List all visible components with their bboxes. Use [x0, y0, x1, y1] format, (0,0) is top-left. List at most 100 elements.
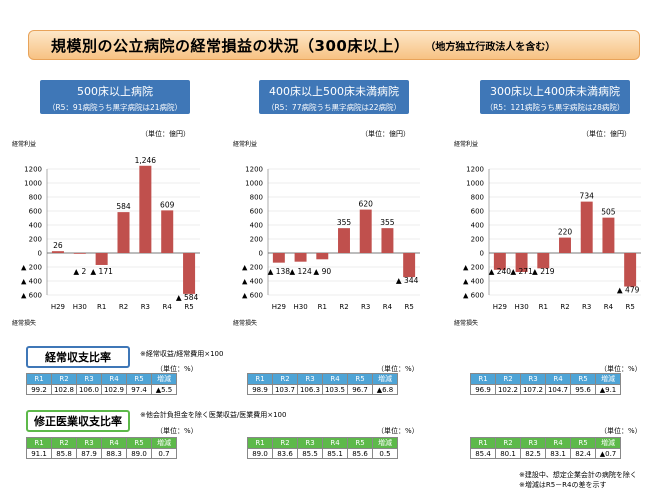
table-header-cell: R3	[297, 373, 323, 385]
bar	[338, 228, 350, 253]
table-header-row: R1 R2 R3 R4 R5 増減	[247, 373, 398, 385]
bar	[183, 253, 196, 294]
y-tick-label: 400	[29, 222, 42, 230]
table-header-cell: R4	[101, 437, 127, 449]
table-cell: ▲0.7	[595, 448, 621, 459]
table-cell: 104.7	[545, 384, 571, 395]
title-banner: 規模別の公立病院の経常損益の状況（300床以上） （地方独立行政法人を含む）	[28, 30, 640, 60]
x-tick-label: H29	[51, 303, 65, 311]
y-tick-label: 200	[250, 236, 263, 244]
data-label: ▲ 138	[268, 267, 291, 276]
table-header-cell: R2	[272, 437, 298, 449]
bar	[51, 251, 64, 253]
table-header-cell: R5	[126, 437, 152, 449]
x-tick-label: H30	[293, 303, 307, 311]
table-header-cell: R4	[101, 373, 127, 385]
bar	[161, 210, 174, 253]
y-tick-label: 1000	[466, 180, 484, 188]
y-tick-label: 200	[471, 236, 484, 244]
table-cell: 85.5	[297, 448, 323, 459]
x-tick-label: R1	[539, 303, 548, 311]
x-tick-label: R1	[318, 303, 327, 311]
panel-subtitle: （R5：121病院うち黒字病院は28病院）	[485, 103, 625, 112]
table-header-cell: 増減	[595, 373, 621, 385]
unit-label: （単位：億円）	[361, 129, 410, 138]
y-tick-label: 800	[29, 194, 42, 202]
bar	[515, 253, 528, 272]
table-header-cell: R1	[26, 373, 52, 385]
y-tick-label: ▲ 400	[242, 278, 263, 286]
bar	[359, 209, 372, 253]
x-tick-label: R3	[361, 303, 370, 311]
x-tick-label: R1	[97, 303, 106, 311]
y-tick-label: 800	[250, 194, 263, 202]
table-cell: 82.5	[520, 448, 546, 459]
y-axis-label-bottom: 経常損失	[454, 319, 478, 327]
y-tick-label: 400	[250, 222, 263, 230]
table-header-cell: R5	[126, 373, 152, 385]
table-unit-label: （単位：%）	[156, 427, 198, 435]
table-cell: ▲9.1	[595, 384, 621, 395]
x-tick-label: H30	[514, 303, 528, 311]
table-unit-label: （単位：%）	[600, 427, 642, 435]
y-tick-label: ▲ 200	[463, 264, 484, 272]
y-axis-label-bottom: 経常損失	[233, 319, 257, 327]
table-header-cell: R3	[297, 437, 323, 449]
page-title: 規模別の公立病院の経常損益の状況（300床以上）	[51, 36, 410, 55]
table-cell: 96.9	[470, 384, 496, 395]
table-row: 98.9 103.7 106.3 103.5 96.7 ▲6.8	[247, 384, 398, 395]
bar	[559, 237, 571, 253]
table-cell: 99.2	[26, 384, 52, 395]
table-header-cell: 増減	[151, 373, 177, 385]
y-tick-label: 1200	[245, 166, 263, 174]
data-label: 505	[601, 208, 616, 217]
table-row: 99.2 102.8 106.0 102.9 97.4 ▲5.5	[26, 384, 177, 395]
table-header-cell: R1	[470, 373, 496, 385]
data-label: ▲ 219	[532, 267, 555, 276]
table-cell: 106.3	[297, 384, 323, 395]
table-cell: 0.5	[372, 448, 398, 459]
data-label: ▲ 124	[289, 267, 312, 276]
bar	[381, 228, 394, 253]
section-note-ratio: ※経常収益/経常費用×100	[140, 350, 224, 358]
table-header-cell: R3	[520, 437, 546, 449]
table-row: 91.1 85.8 87.9 88.3 89.0 0.7	[26, 448, 177, 459]
table-header-row: R1 R2 R3 R4 R5 増減	[26, 373, 177, 385]
y-tick-label: ▲ 200	[242, 264, 263, 272]
y-tick-label: ▲ 400	[463, 278, 484, 286]
data-label: 584	[116, 202, 131, 211]
bar	[139, 165, 152, 253]
data-label: 220	[558, 228, 573, 237]
x-tick-label: H29	[272, 303, 286, 311]
section-label-ratio: 経常収支比率	[26, 346, 130, 368]
table-header-cell: R5	[347, 373, 373, 385]
unit-label: （単位：億円）	[141, 129, 190, 138]
ratio-table: R1 R2 R3 R4 R5 増減 96.9 102.2 107.2 104.7 95.6 ▲9.1	[470, 373, 621, 395]
ratio-table: R1 R2 R3 R4 R5 増減 91.1 85.8 87.9 88.3 89.0 0.7	[26, 437, 177, 459]
table-cell: 85.6	[347, 448, 373, 459]
table-cell: 97.4	[126, 384, 152, 395]
data-label: ▲ 90	[313, 267, 331, 276]
bar	[73, 253, 86, 254]
y-axis-label: 経常利益	[454, 140, 478, 148]
table-header-cell: R1	[247, 373, 273, 385]
table-cell: 95.6	[570, 384, 596, 395]
table-header-cell: R2	[495, 373, 521, 385]
table-cell: 80.1	[495, 448, 521, 459]
table-row: 96.9 102.2 107.2 104.7 95.6 ▲9.1	[470, 384, 621, 395]
data-label: ▲ 271	[510, 267, 533, 276]
section-title: 修正医業収支比率	[34, 415, 122, 428]
y-tick-label: 600	[471, 208, 484, 216]
table-cell: 83.6	[272, 448, 298, 459]
bar	[316, 253, 329, 260]
table-cell: 96.7	[347, 384, 373, 395]
unit-label: （単位：億円）	[582, 129, 631, 138]
y-tick-label: ▲ 200	[21, 264, 42, 272]
table-cell: 98.9	[247, 384, 273, 395]
table-header-cell: R1	[247, 437, 273, 449]
x-tick-label: R4	[163, 303, 173, 311]
table-cell: 102.8	[51, 384, 77, 395]
table-unit-label: （単位：%）	[600, 365, 642, 373]
x-tick-label: R2	[339, 303, 348, 311]
table-cell: 85.4	[470, 448, 496, 459]
